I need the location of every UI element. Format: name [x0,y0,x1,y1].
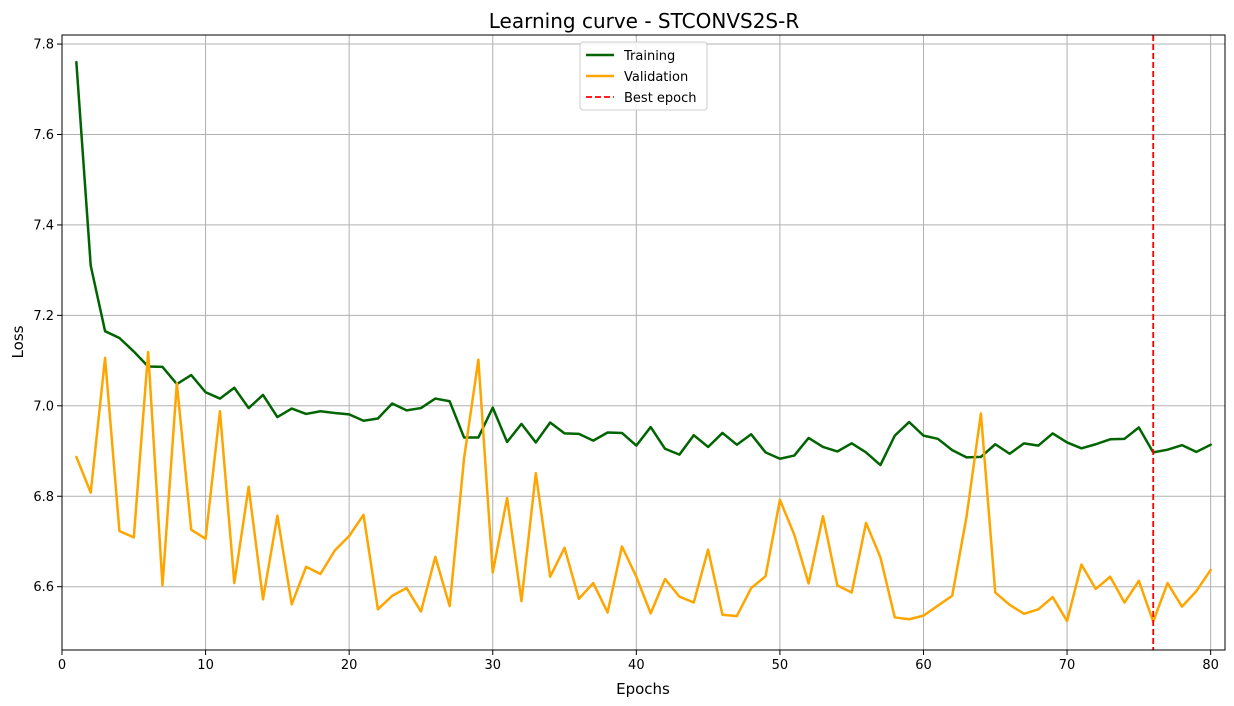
x-tick-label: 80 [1202,658,1219,673]
x-tick-label: 60 [915,658,932,673]
x-tick-label: 70 [1059,658,1076,673]
y-tick-label: 6.8 [33,490,54,505]
x-tick-label: 40 [628,658,645,673]
y-tick-label: 7.4 [33,218,54,233]
x-tick-label: 50 [772,658,789,673]
legend-label-training: Training [623,49,675,64]
legend-label-best-epoch: Best epoch [624,91,697,106]
legend-label-validation: Validation [624,70,688,85]
x-tick-label: 20 [341,658,358,673]
plot-frame [61,34,1226,651]
y-tick-label: 7.2 [33,309,54,324]
axis-ticks: 0 10 20 30 40 50 60 70 80 6.6 6.8 7.0 7.2 7.4 7.6 7.8 [33,38,1219,673]
grid-lines [61,35,1225,650]
x-tick-label: 30 [484,658,501,673]
x-tick-label: 0 [58,658,66,673]
series-line-validation [75,350,1212,623]
y-tick-label: 7.0 [33,399,54,414]
legend-box [579,41,708,111]
x-axis-label: Epochs [616,680,670,698]
y-tick-label: 7.8 [33,38,54,53]
series-layer [75,35,1212,650]
y-tick-label: 6.6 [33,580,54,595]
chart-title: Learning curve - STCONVS2S-R [489,9,800,33]
legend: Training Validation Best epoch [579,41,708,111]
x-tick-label: 10 [197,658,214,673]
series-line-training [75,60,1212,467]
y-axis-label: Loss [9,325,27,358]
y-tick-label: 7.6 [33,128,54,143]
